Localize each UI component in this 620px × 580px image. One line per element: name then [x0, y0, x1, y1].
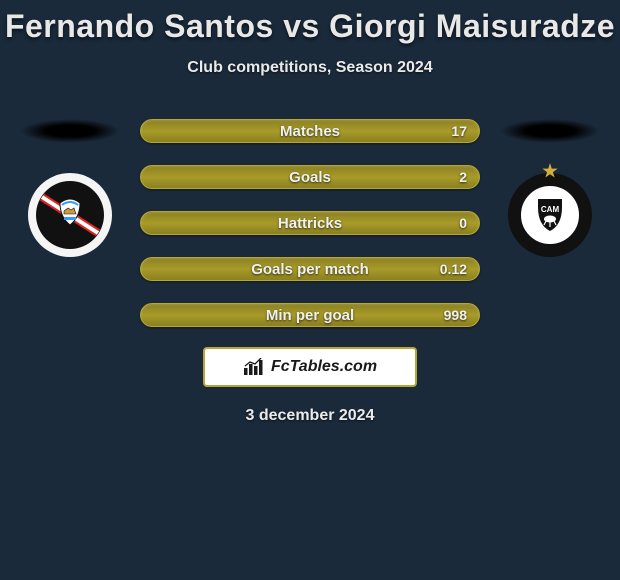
- club-crest-right: CAM: [508, 173, 592, 257]
- stat-bar-goals-per-match: Goals per match 0.12: [140, 257, 480, 281]
- brand-box: FcTables.com: [203, 347, 417, 387]
- player-shadow-left: [20, 119, 120, 143]
- bar-chart-icon: [243, 358, 265, 376]
- stat-label: Goals: [289, 169, 331, 186]
- stat-value-right: 0.12: [440, 261, 467, 277]
- atletico-crest-icon: CAM: [514, 179, 586, 251]
- stat-value-right: 998: [444, 307, 467, 323]
- stats-column: Matches 17 Goals 2 Hattricks 0 Goals per…: [140, 119, 480, 327]
- player-shadow-right: [500, 119, 600, 143]
- main-row: Matches 17 Goals 2 Hattricks 0 Goals per…: [0, 119, 620, 327]
- right-side: CAM: [500, 119, 600, 257]
- stat-value-right: 17: [451, 123, 467, 139]
- vasco-crest-icon: [34, 179, 106, 251]
- stat-value-right: 2: [459, 169, 467, 185]
- stat-bar-matches: Matches 17: [140, 119, 480, 143]
- comparison-card: Fernando Santos vs Giorgi Maisuradze Clu…: [0, 0, 620, 425]
- brand-text: FcTables.com: [271, 358, 377, 376]
- stat-label: Hattricks: [278, 215, 342, 232]
- stat-label: Min per goal: [266, 307, 354, 324]
- stat-bar-goals: Goals 2: [140, 165, 480, 189]
- svg-text:CAM: CAM: [541, 205, 560, 214]
- left-side: [20, 119, 120, 257]
- page-title: Fernando Santos vs Giorgi Maisuradze: [0, 8, 620, 45]
- club-crest-left: [28, 173, 112, 257]
- stat-label: Matches: [280, 123, 340, 140]
- stat-bar-hattricks: Hattricks 0: [140, 211, 480, 235]
- stat-bar-min-per-goal: Min per goal 998: [140, 303, 480, 327]
- page-subtitle: Club competitions, Season 2024: [0, 59, 620, 77]
- stat-value-right: 0: [459, 215, 467, 231]
- footer-date: 3 december 2024: [0, 407, 620, 425]
- stat-label: Goals per match: [251, 261, 369, 278]
